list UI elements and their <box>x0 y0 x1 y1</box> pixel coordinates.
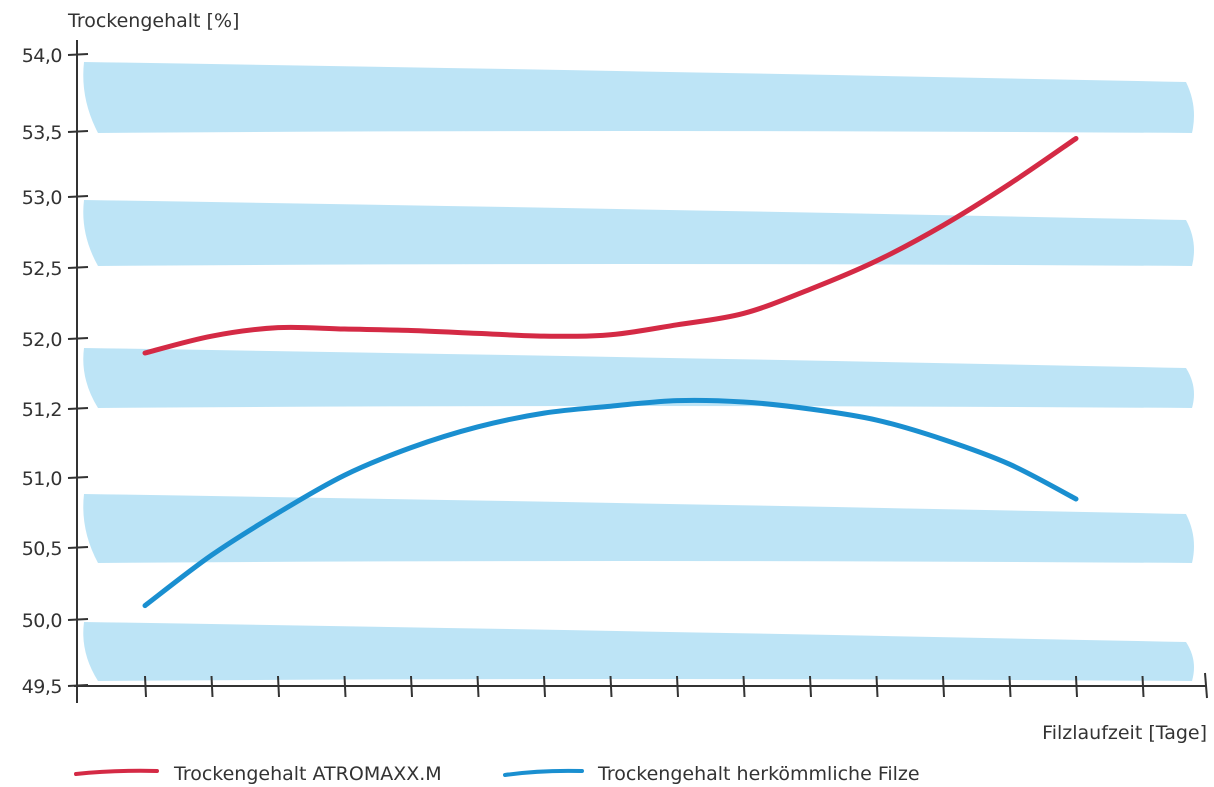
background-band <box>83 494 1195 563</box>
x-tick <box>543 675 546 698</box>
y-tick <box>67 476 89 479</box>
y-tick <box>67 684 89 687</box>
x-tick <box>809 675 812 698</box>
axes <box>74 40 1208 703</box>
y-tick-label: 50,5 <box>22 538 62 560</box>
y-tick <box>67 266 89 269</box>
legend-line-herkoemmliche-filze <box>503 768 584 777</box>
series-lines <box>142 136 1079 609</box>
y-tick-label: 51,0 <box>22 468 62 490</box>
legend-label-atromaxx: Trockengehalt ATROMAXX.M <box>173 763 442 785</box>
legend: Trockengehalt ATROMAXX.M Trockengehalt h… <box>74 763 920 785</box>
x-axis-end-mark <box>1204 672 1208 699</box>
y-tick <box>67 53 89 56</box>
series-line-atromaxx <box>142 136 1079 356</box>
y-tick-label: 51,2 <box>22 399 62 421</box>
y-ticks: 49,5 50,0 50,5 51,0 51,2 52,0 52,5 53,0 53,5 54,0 <box>22 45 89 698</box>
y-tick <box>67 618 89 621</box>
x-tick <box>476 675 480 698</box>
x-tick <box>742 675 746 698</box>
legend-line-atromaxx <box>74 768 159 776</box>
x-tick <box>875 675 879 698</box>
y-tick <box>67 407 89 410</box>
y-tick-label: 49,5 <box>22 676 62 698</box>
y-tick-label: 54,0 <box>22 45 62 67</box>
series-line-herkoemmliche-filze <box>142 397 1079 609</box>
x-tick <box>210 675 214 698</box>
x-tick <box>1141 675 1145 698</box>
x-tick <box>942 675 945 698</box>
legend-label-herkoemmliche-filze: Trockengehalt herkömmliche Filze <box>597 763 920 785</box>
y-tick <box>67 130 89 133</box>
y-tick <box>67 546 89 549</box>
background-bands <box>83 62 1195 681</box>
x-tick <box>144 675 147 698</box>
x-tick <box>1008 675 1012 698</box>
x-ticks <box>144 675 1145 698</box>
y-tick-label: 50,0 <box>22 610 62 632</box>
background-band <box>83 62 1195 133</box>
y-tick-label: 52,5 <box>22 258 62 280</box>
x-tick <box>343 675 347 698</box>
y-tick-label: 53,0 <box>22 187 62 209</box>
y-tick <box>67 337 89 340</box>
y-tick <box>67 195 89 198</box>
background-band <box>83 622 1195 681</box>
x-tick <box>410 675 413 698</box>
y-tick-label: 52,0 <box>22 329 62 351</box>
x-axis-label: Filzlaufzeit [Tage] <box>1042 722 1207 744</box>
x-tick <box>1075 675 1078 698</box>
x-tick <box>609 675 613 698</box>
x-tick <box>277 675 280 698</box>
x-tick <box>676 675 679 698</box>
y-axis-label: Trockengehalt [%] <box>67 10 239 32</box>
y-tick-label: 53,5 <box>22 122 62 144</box>
background-band <box>83 348 1195 408</box>
background-band <box>83 200 1195 266</box>
